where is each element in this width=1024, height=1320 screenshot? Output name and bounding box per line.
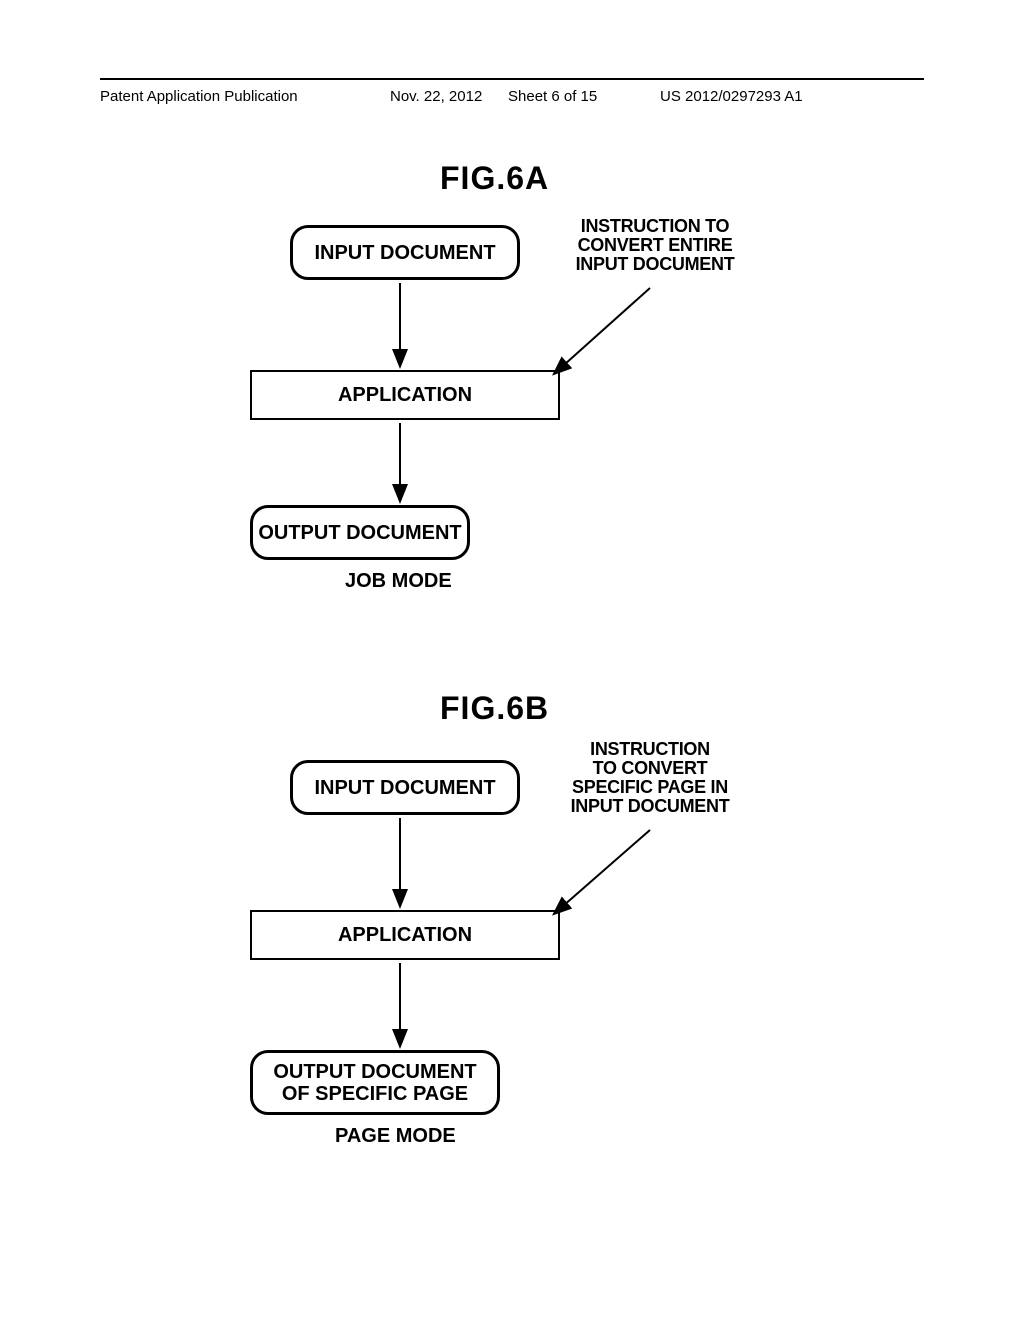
fig-a-title: FIG.6A [440, 160, 549, 197]
page: Patent Application Publication Nov. 22, … [0, 0, 1024, 1320]
header-divider [100, 78, 924, 80]
header-pubnum: US 2012/0297293 A1 [660, 88, 803, 105]
fig-b-output-label-1: OUTPUT DOCUMENT [273, 1061, 476, 1083]
fig-b-instruction: INSTRUCTION TO CONVERT SPECIFIC PAGE IN … [545, 740, 755, 816]
fig-a-instruction: INSTRUCTION TO CONVERT ENTIRE INPUT DOCU… [555, 217, 755, 274]
fig-a-app-label: APPLICATION [338, 384, 472, 407]
fig-a-output-box: OUTPUT DOCUMENT [250, 505, 470, 560]
fig-b-title: FIG.6B [440, 690, 549, 727]
fig-a-app-box: APPLICATION [250, 370, 560, 420]
header-date: Nov. 22, 2012 [390, 88, 482, 105]
fig-b-output-box: OUTPUT DOCUMENT OF SPECIFIC PAGE [250, 1050, 500, 1115]
fig-b-app-label: APPLICATION [338, 924, 472, 947]
fig-b-output-label-2: OF SPECIFIC PAGE [282, 1083, 468, 1105]
fig-b-instruction-pointer [555, 830, 650, 913]
fig-a-output-label: OUTPUT DOCUMENT [258, 522, 461, 544]
fig-a-input-box: INPUT DOCUMENT [290, 225, 520, 280]
fig-b-input-label: INPUT DOCUMENT [314, 777, 495, 799]
fig-b-instruction-text: INSTRUCTION TO CONVERT SPECIFIC PAGE IN … [545, 740, 755, 816]
header-left: Patent Application Publication [100, 88, 298, 105]
fig-a-caption: JOB MODE [345, 570, 452, 593]
fig-b-input-box: INPUT DOCUMENT [290, 760, 520, 815]
arrows-overlay [0, 0, 1024, 1320]
fig-a-instruction-l1: INSTRUCTION TO CONVERT ENTIRE INPUT DOCU… [555, 217, 755, 274]
fig-b-caption: PAGE MODE [335, 1125, 456, 1148]
fig-a-input-label: INPUT DOCUMENT [314, 242, 495, 264]
header-sheet: Sheet 6 of 15 [508, 88, 597, 105]
fig-b-app-box: APPLICATION [250, 910, 560, 960]
fig-a-instruction-pointer [555, 288, 650, 373]
